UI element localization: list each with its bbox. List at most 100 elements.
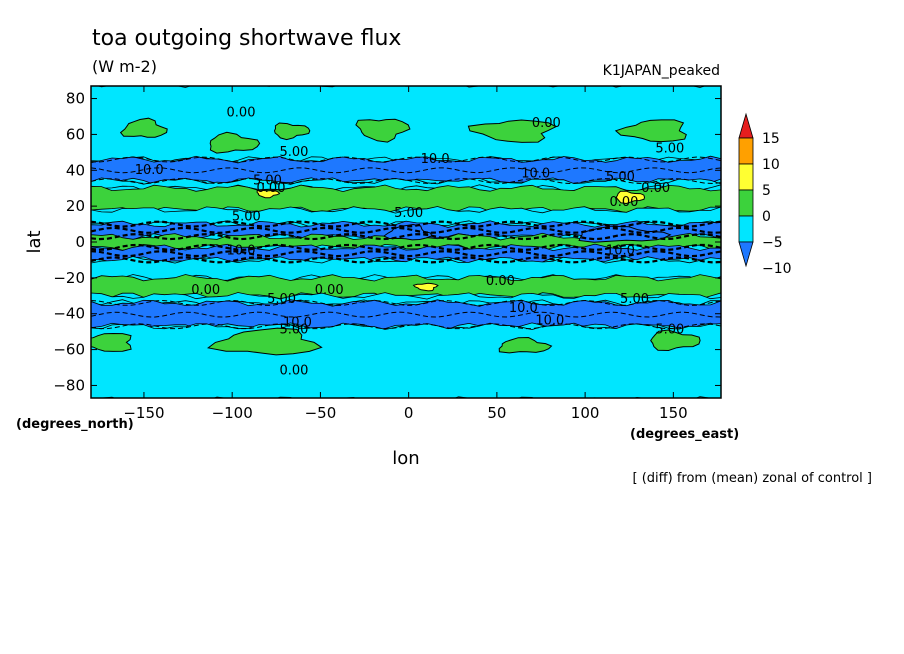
- colorbar-label: −10: [762, 261, 792, 277]
- y-tick-label: 20: [66, 197, 85, 215]
- contour-line: [91, 167, 721, 174]
- contour-label: 5.00: [655, 322, 684, 337]
- colorbar-label: 15: [762, 131, 780, 147]
- field-patch: [256, 189, 281, 199]
- contour-label: 0.00: [486, 274, 515, 289]
- contour-label: 10.0: [606, 244, 635, 259]
- field-band: [91, 299, 721, 330]
- x-tick-label: −50: [305, 404, 337, 422]
- contour-line: [91, 156, 721, 163]
- x-tick-label: 100: [571, 404, 600, 422]
- contour-label: 0.00: [532, 116, 561, 131]
- contour-label: 0.00: [257, 181, 286, 196]
- field-patch: [207, 327, 323, 356]
- y-tick-label: 40: [66, 161, 85, 179]
- field-patch: [119, 117, 168, 138]
- y-tick-label: −80: [53, 376, 85, 394]
- colorbar-label: 10: [762, 157, 780, 173]
- contour-label: 5.00: [232, 209, 261, 224]
- contour-line: [91, 256, 721, 264]
- x-units-label: (degrees_east): [630, 427, 739, 442]
- field-patch: [650, 329, 701, 352]
- chart-title: toa outgoing shortwave flux: [92, 26, 401, 51]
- y-tick-label: 80: [66, 90, 85, 108]
- contour-label: 10.0: [535, 313, 564, 328]
- contour-lines: [91, 156, 721, 330]
- contour-label: 0.00: [609, 195, 638, 210]
- colorbar-segment: [738, 163, 754, 191]
- field-patch: [412, 282, 439, 292]
- y-axis-label: lat: [24, 230, 45, 253]
- contour-label: 10.0: [283, 315, 312, 330]
- contour-label: 0.00: [315, 283, 344, 298]
- colorbar: 15 10 5 0 −5 −10: [738, 112, 792, 277]
- field-band: [91, 322, 721, 398]
- units-label: (W m-2): [92, 57, 157, 76]
- colorbar-label: 5: [762, 183, 771, 199]
- contour-label: 10.0: [135, 163, 164, 178]
- y-tick-label: 0: [75, 233, 85, 251]
- contour-label: 0.00: [641, 181, 670, 196]
- field-patch: [355, 118, 411, 143]
- x-tick-label: 150: [659, 404, 688, 422]
- contour-label: 5.00: [267, 292, 296, 307]
- contour-label: 10.0: [227, 244, 256, 259]
- contour-label: 5.00: [620, 292, 649, 307]
- x-tick-label: 50: [487, 404, 506, 422]
- contour-line: [91, 323, 721, 330]
- colorbar-segment: [738, 137, 754, 165]
- field-layer: [91, 86, 721, 398]
- contour-line: [91, 311, 721, 318]
- field-patch: [615, 190, 646, 205]
- x-tick-label: −150: [123, 404, 164, 422]
- contour-line: [91, 178, 721, 185]
- field-patch: [498, 336, 553, 354]
- contour-label: 5.00: [606, 170, 635, 185]
- field-patch: [614, 119, 687, 143]
- contour-line: [91, 243, 721, 252]
- y-tick-label: −20: [53, 269, 85, 287]
- run-label: K1JAPAN_peaked: [603, 63, 720, 79]
- contour-line: [91, 226, 721, 234]
- contour-line: [91, 299, 721, 306]
- y-tick-label: −40: [53, 305, 85, 323]
- field-band: [91, 155, 721, 185]
- contour-label: 0.00: [279, 364, 308, 379]
- contour-label: 5.00: [655, 141, 684, 156]
- y-axis-ticks: −80 −60 −40 −20 0 20 40 60 80: [53, 90, 721, 394]
- contour-line: [91, 233, 721, 241]
- y-tick-label: 60: [66, 125, 85, 143]
- field-patch: [91, 332, 132, 352]
- footnote: [ (diff) from (mean) zonal of control ]: [633, 471, 872, 486]
- field-patch: [467, 119, 558, 143]
- colorbar-segment: [738, 215, 754, 243]
- field-patch: [273, 122, 311, 141]
- contour-label: 5.00: [253, 174, 282, 189]
- x-axis-ticks: −150 −100 −50 0 50 100 150: [123, 86, 688, 422]
- y-units-label: (degrees_north): [16, 417, 134, 432]
- colorbar-segment: [738, 189, 754, 217]
- field-patch: [209, 131, 261, 154]
- x-axis-label: lon: [392, 448, 419, 469]
- x-tick-label: −100: [212, 404, 253, 422]
- field-band: [91, 206, 721, 228]
- contour-line: [91, 250, 721, 258]
- contour-label: 10.0: [521, 166, 550, 181]
- contour-label: 10.0: [421, 152, 450, 167]
- contour-label: 5.00: [394, 206, 423, 221]
- colorbar-label: −5: [762, 235, 783, 251]
- contour-line: [91, 220, 721, 228]
- field-band: [91, 86, 721, 164]
- colorbar-bottom-arrow: [738, 241, 754, 268]
- contour-label: 0.00: [191, 283, 220, 298]
- contour-label: 0.00: [227, 105, 256, 120]
- y-tick-label: −60: [53, 341, 85, 359]
- x-tick-label: 0: [404, 404, 414, 422]
- colorbar-label: 0: [762, 209, 771, 225]
- contour-label: 5.00: [279, 322, 308, 337]
- colorbar-top-arrow: [738, 112, 754, 139]
- contour-label: 10.0: [509, 301, 538, 316]
- contour-label: 5.00: [279, 145, 308, 160]
